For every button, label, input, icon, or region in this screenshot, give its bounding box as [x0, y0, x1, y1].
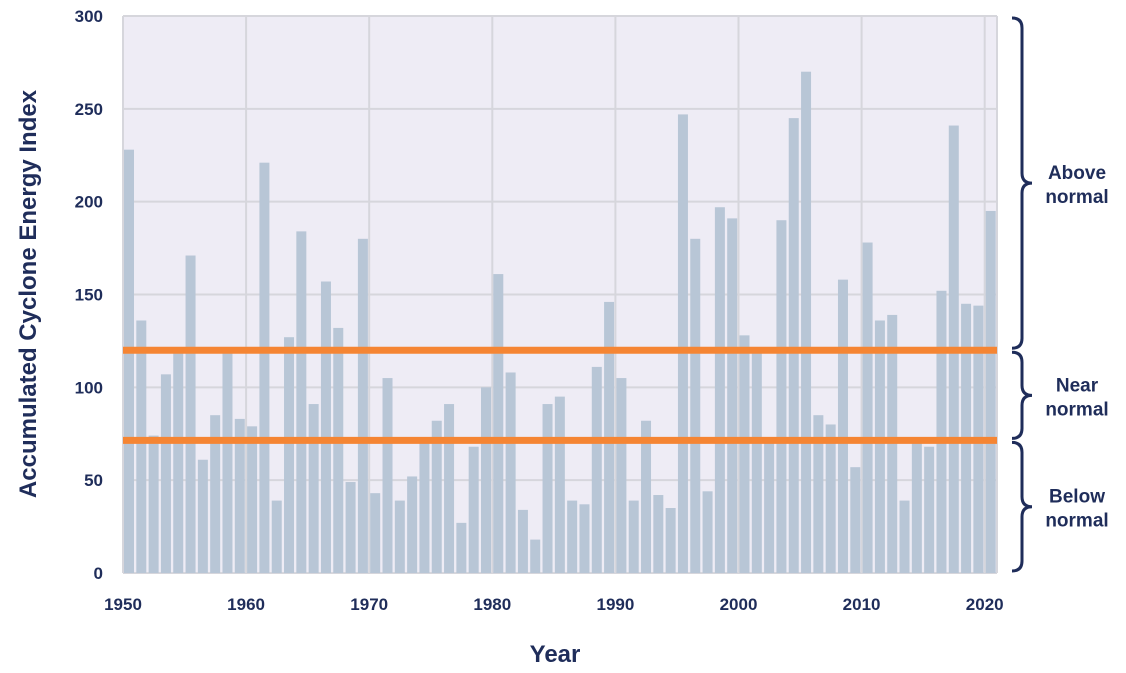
bar-1990	[616, 378, 627, 573]
bar-2016	[936, 290, 947, 573]
bar-2002	[764, 439, 775, 573]
band-label: normal	[1045, 511, 1108, 532]
bar-1965	[308, 404, 319, 573]
bar-1995	[677, 114, 688, 574]
y-tick-label: 0	[94, 564, 103, 583]
bar-1962	[271, 500, 282, 573]
bar-2011	[874, 320, 885, 573]
bar-1970	[370, 493, 381, 573]
bar-1975	[431, 420, 442, 573]
bar-2013	[899, 500, 910, 573]
bar-1997	[702, 491, 713, 573]
x-tick-label: 1990	[596, 595, 634, 614]
band-label: Near	[1056, 375, 1099, 396]
bar-1999	[727, 218, 738, 574]
bar-1950	[124, 149, 134, 573]
bar-1974	[419, 437, 430, 573]
bar-1957	[210, 415, 221, 573]
bar-1961	[259, 162, 270, 573]
bar-2010	[862, 242, 873, 573]
bar-1983	[530, 539, 541, 573]
bar-1959	[234, 418, 245, 573]
bar-1972	[394, 500, 405, 573]
bar-1985	[554, 396, 565, 573]
bar-1960	[247, 426, 258, 573]
bar-2014	[911, 439, 922, 573]
bar-1952	[148, 435, 159, 573]
x-tick-label: 2000	[720, 595, 758, 614]
bar-1994	[665, 508, 676, 573]
bar-2004	[788, 118, 799, 573]
bar-1953	[160, 374, 171, 573]
y-tick-label: 200	[75, 193, 103, 212]
bar-2000	[739, 335, 750, 573]
bar-2007	[825, 424, 836, 573]
bar-1988	[591, 366, 602, 573]
bar-1969	[357, 238, 368, 574]
x-tick-label: 1980	[473, 595, 511, 614]
bar-1991	[628, 500, 639, 573]
bar-1966	[320, 281, 331, 573]
y-tick-label: 300	[75, 7, 103, 26]
x-tick-label: 1960	[227, 595, 265, 614]
bar-1986	[567, 500, 578, 573]
bar-1984	[542, 404, 553, 573]
bar-1996	[690, 238, 701, 574]
bar-1955	[185, 255, 196, 573]
threshold-lines	[123, 346, 997, 444]
bar-1968	[345, 482, 356, 573]
y-tick-label: 50	[84, 471, 103, 490]
bar-1998	[714, 207, 725, 573]
bar-2020	[985, 210, 996, 573]
bar-1951	[136, 320, 147, 573]
bar-1979	[480, 387, 491, 573]
bar-2001	[751, 352, 762, 573]
bar-1982	[517, 509, 528, 573]
x-tick-label: 2020	[966, 595, 1004, 614]
y-tick-label: 250	[75, 100, 103, 119]
bar-1971	[382, 378, 393, 573]
bar-1993	[653, 495, 664, 573]
bar-1956	[197, 459, 208, 573]
bar-1992	[641, 420, 652, 573]
x-tick-label: 2010	[843, 595, 881, 614]
bar-2005	[801, 71, 812, 573]
x-ticks: 1950 1960 1970 1980 1990 2000 2010 2020	[104, 595, 1004, 614]
band-label: normal	[1045, 399, 1108, 420]
bar-1987	[579, 504, 590, 573]
bars	[124, 71, 996, 574]
bar-1967	[333, 327, 344, 573]
band-label: Below	[1049, 487, 1105, 508]
bar-1981	[505, 372, 516, 573]
bar-1978	[468, 446, 479, 573]
band-label: Above	[1048, 163, 1106, 184]
y-axis-label: Accumulated Cyclone Energy Index	[15, 89, 42, 498]
brace-icon	[1011, 350, 1033, 440]
x-tick-label: 1970	[350, 595, 388, 614]
x-axis-label: Year	[530, 641, 581, 668]
bar-1963	[284, 337, 295, 573]
bar-1980	[493, 274, 504, 573]
bar-1977	[456, 522, 467, 573]
band-braces: Above normal Near normal Below normal	[1011, 16, 1109, 573]
bar-2003	[776, 220, 787, 573]
brace-icon	[1011, 440, 1033, 573]
y-tick-label: 100	[75, 378, 103, 397]
bar-2008	[837, 279, 848, 573]
bar-2006	[813, 415, 824, 573]
brace-icon	[1011, 16, 1033, 350]
bar-2015	[924, 446, 935, 573]
bar-2009	[850, 467, 861, 573]
y-ticks: 0 50 100 150 200 250 300	[75, 7, 103, 583]
bar-1976	[444, 404, 455, 573]
x-tick-label: 1950	[104, 595, 142, 614]
y-tick-label: 150	[75, 286, 103, 305]
band-label: normal	[1045, 187, 1108, 208]
bar-2012	[887, 314, 898, 573]
bar-1954	[173, 350, 184, 573]
bar-1973	[407, 476, 418, 573]
bar-1964	[296, 231, 307, 573]
bar-1958	[222, 352, 233, 573]
